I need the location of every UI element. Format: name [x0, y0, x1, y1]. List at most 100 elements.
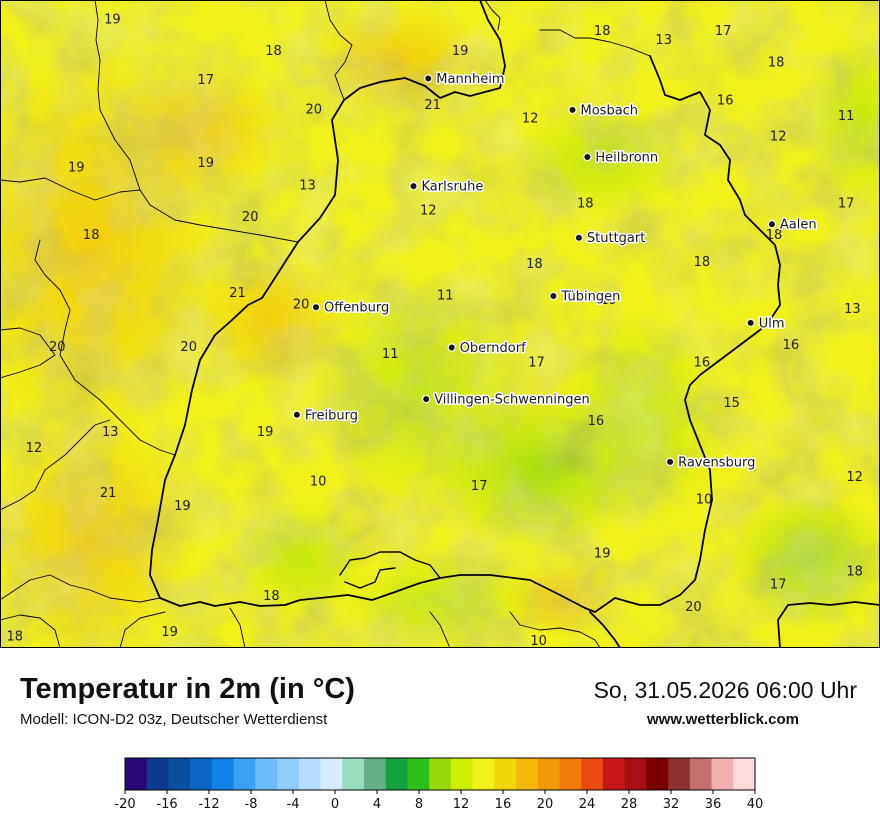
legend-tick-label: -12	[198, 797, 219, 812]
temperature-value: 16	[717, 93, 734, 108]
temperature-value: 11	[437, 289, 454, 304]
temperature-value: 11	[382, 347, 399, 362]
city-oberndorf[interactable]: Oberndorf	[447, 340, 528, 358]
legend-swatch	[516, 758, 539, 790]
legend-swatch	[190, 758, 213, 790]
city-label: Tübingen	[560, 290, 620, 305]
city-dot	[767, 219, 777, 229]
city-freiburg[interactable]: Freiburg	[292, 407, 359, 425]
legend-tick-label: 36	[705, 797, 722, 812]
legend-tick-label: -20	[114, 797, 135, 812]
temperature-value: 18	[265, 44, 282, 59]
city-dot	[583, 152, 592, 162]
city-label: Villingen-Schwenningen	[434, 393, 590, 408]
temperature-value: 13	[844, 302, 861, 317]
legend-swatch	[233, 758, 256, 790]
temperature-value: 18	[594, 24, 611, 39]
temperature-value: 11	[838, 109, 855, 124]
temperature-value: 12	[770, 129, 787, 144]
city-dot	[409, 181, 418, 191]
legend-swatch	[711, 758, 734, 790]
temperature-value: 19	[452, 44, 469, 59]
temperature-map[interactable]: 19 18 19 18 13 17 18 17 20 21 12 16 11 12 19 19 13 12 18 17…	[0, 0, 880, 648]
forecast-datetime: So, 31.05.2026 06:00 Uhr	[593, 677, 857, 703]
temperature-value: 19	[257, 425, 274, 440]
temperature-value: 17	[838, 197, 855, 212]
temperature-value: 19	[104, 13, 121, 28]
temperature-value: 12	[26, 441, 43, 456]
legend-swatch	[689, 758, 712, 790]
city-mannheim[interactable]: Mannheim	[424, 71, 506, 89]
city-label: Freiburg	[305, 408, 358, 423]
legend-swatch	[624, 758, 647, 790]
temperature-value: 18	[526, 257, 543, 272]
city-heilbronn[interactable]: Heilbronn	[583, 149, 660, 167]
temperature-value: 20	[49, 340, 66, 355]
legend-swatch	[211, 758, 235, 790]
legend-swatch	[385, 758, 408, 790]
city-label: Offenburg	[324, 301, 389, 316]
temperature-value: 18	[83, 228, 100, 243]
temperature-value: 21	[100, 486, 117, 501]
model-credit: Modell: ICON-D2 03z, Deutscher Wetterdie…	[20, 711, 328, 728]
legend-swatch	[472, 758, 495, 790]
temperature-value: 17	[197, 73, 214, 88]
color-scale-legend: -20 -16 -12 -8 -4 0 4 8 12 16 20 24 28 32 36 40	[100, 755, 780, 815]
city-markers: Mannheim Mosbach Heilbronn Karlsruhe Stuttga…	[292, 71, 818, 472]
state-border	[149, 0, 596, 613]
city-label: Mosbach	[581, 103, 639, 118]
boundary-lines	[0, 0, 880, 648]
city-ravensburg[interactable]: Ravensburg	[665, 454, 757, 472]
city-karlsruhe[interactable]: Karlsruhe	[409, 178, 485, 196]
city-label: Ravensburg	[678, 455, 755, 470]
legend-tick-label: 28	[621, 797, 638, 812]
city-dot	[422, 394, 431, 404]
temperature-value: 17	[715, 24, 732, 39]
temperature-value: 15	[723, 396, 740, 411]
city-aalen[interactable]: Aalen	[767, 216, 818, 234]
city-dot	[746, 318, 755, 328]
city-dot	[665, 457, 675, 467]
temperature-labels: 19 18 19 18 13 17 18 17 20 21 12 16 11 12 19 19 13 12 18 17…	[7, 13, 863, 648]
city-mosbach[interactable]: Mosbach	[568, 102, 640, 120]
legend-tick-label: 0	[331, 797, 339, 812]
temperature-value: 20	[180, 340, 197, 355]
temperature-value: 19	[600, 293, 617, 308]
city-stuttgart[interactable]: Stuttgart	[574, 230, 647, 248]
temperature-value: 19	[68, 161, 85, 176]
temperature-value: 18	[846, 564, 863, 579]
legend-tick-label: -16	[156, 797, 177, 812]
city-ulm[interactable]: Ulm	[746, 315, 786, 333]
legend-swatch	[494, 758, 517, 790]
city-tübingen[interactable]: Tübingen	[549, 288, 622, 306]
website-link[interactable]: www.wetterblick.com	[647, 711, 799, 728]
legend-swatch	[363, 758, 387, 790]
legend-tick-label: 8	[415, 797, 423, 812]
city-dot	[549, 291, 558, 301]
temperature-value: 21	[229, 286, 246, 301]
city-offenburg[interactable]: Offenburg	[311, 299, 391, 317]
legend-swatch	[277, 758, 300, 790]
legend-swatch	[581, 758, 604, 790]
temperature-value: 16	[588, 414, 605, 429]
temperature-value: 18	[577, 197, 594, 212]
city-label: Mannheim	[436, 72, 504, 87]
temperature-field	[0, 0, 880, 648]
temperature-value: 17	[528, 356, 545, 371]
legend-swatch	[646, 758, 669, 790]
legend-tick-label: 16	[495, 797, 512, 812]
map-title: Temperatur in 2m (in °C)	[20, 673, 355, 705]
legend-tick-label: 4	[373, 797, 381, 812]
city-label: Oberndorf	[460, 341, 526, 356]
temperature-value: 17	[471, 479, 488, 494]
temperature-value: 19	[174, 499, 191, 514]
legend-swatch	[320, 758, 343, 790]
legend-swatch	[450, 758, 473, 790]
city-villingen-schwenningen[interactable]: Villingen-Schwenningen	[422, 391, 591, 409]
legend-swatch	[168, 758, 191, 790]
temperature-value: 20	[293, 297, 310, 312]
temperature-value: 18	[766, 228, 783, 243]
legend-tick-label: -4	[287, 797, 300, 812]
temperature-value: 18	[263, 589, 280, 604]
temperature-value: 10	[530, 634, 547, 648]
